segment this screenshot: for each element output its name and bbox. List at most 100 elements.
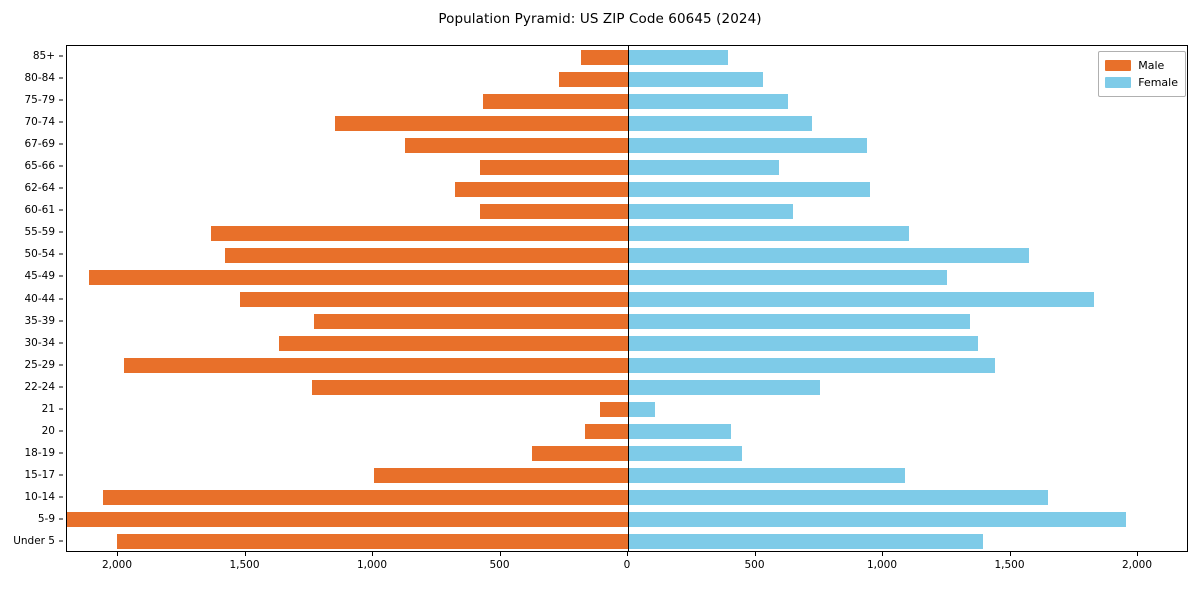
bars-container xyxy=(67,46,1187,551)
bar-male-22-24[interactable] xyxy=(311,380,628,396)
bar-female-18-19[interactable] xyxy=(628,446,743,462)
x-tick-mark xyxy=(882,552,883,556)
y-tick-label-60-61: 60-61 xyxy=(24,204,55,217)
bar-male-40-44[interactable] xyxy=(240,292,628,307)
bar-female-45-49[interactable] xyxy=(628,269,947,285)
x-tick-mark xyxy=(244,552,246,556)
y-tick-mark xyxy=(59,187,63,189)
y-tick-mark xyxy=(59,55,63,57)
bar-male-85+[interactable] xyxy=(580,49,628,65)
bar-male-under-5[interactable] xyxy=(116,534,628,550)
y-tick-label-25-29: 25-29 xyxy=(24,358,55,371)
bar-female-15-17[interactable] xyxy=(628,468,905,484)
bar-male-35-39[interactable] xyxy=(314,314,628,330)
bar-male-80-84[interactable] xyxy=(559,71,628,87)
bar-female-35-39[interactable] xyxy=(628,314,971,330)
y-tick-mark xyxy=(59,253,63,255)
bar-female-under-5[interactable] xyxy=(628,534,984,550)
bar-female-55-59[interactable] xyxy=(628,225,909,241)
bar-male-5-9[interactable] xyxy=(67,512,628,528)
y-tick-mark xyxy=(59,209,63,211)
y-tick-mark xyxy=(59,342,63,344)
bar-female-62-64[interactable] xyxy=(628,181,871,197)
bar-male-70-74[interactable] xyxy=(334,115,628,131)
bar-male-25-29[interactable] xyxy=(124,358,628,374)
y-tick-label-67-69: 67-69 xyxy=(24,138,55,151)
bar-male-21[interactable] xyxy=(600,402,628,418)
plot-area xyxy=(66,45,1188,552)
bar-female-20[interactable] xyxy=(628,424,732,440)
x-tick-label-1: 1,500 xyxy=(229,559,260,571)
y-tick-mark xyxy=(59,121,63,123)
y-tick-label-21: 21 xyxy=(41,402,55,415)
y-tick-mark xyxy=(59,320,63,322)
bar-male-65-66[interactable] xyxy=(480,159,628,175)
y-tick-label-10-14: 10-14 xyxy=(24,490,55,503)
x-tick-mark xyxy=(627,552,628,556)
bar-male-10-14[interactable] xyxy=(102,490,628,506)
bar-female-80-84[interactable] xyxy=(628,71,763,87)
chart-legend: Male Female xyxy=(1098,51,1186,97)
bar-female-30-34[interactable] xyxy=(628,336,978,352)
zero-axis-line xyxy=(628,46,630,551)
bar-male-67-69[interactable] xyxy=(404,137,628,153)
bar-female-75-79[interactable] xyxy=(628,93,788,109)
bar-male-50-54[interactable] xyxy=(225,247,628,263)
y-tick-label-85+: 85+ xyxy=(32,50,55,63)
y-axis-labels: Under 5 5-9 10-14 15-17 18-19 20 21 22-24 25-29 3… xyxy=(0,45,63,552)
y-tick-mark xyxy=(59,474,63,476)
y-tick-mark xyxy=(59,518,63,520)
bar-male-18-19[interactable] xyxy=(532,446,628,462)
bar-female-40-44[interactable] xyxy=(628,292,1094,307)
y-tick-label-70-74: 70-74 xyxy=(24,116,55,129)
y-tick-mark xyxy=(59,99,63,101)
chart-title: Population Pyramid: US ZIP Code 60645 (2… xyxy=(438,11,762,27)
y-tick-mark xyxy=(59,430,63,432)
bar-female-65-66[interactable] xyxy=(628,159,780,175)
x-tick-mark xyxy=(117,552,118,556)
bar-female-60-61[interactable] xyxy=(628,203,794,219)
y-tick-label-20: 20 xyxy=(41,424,55,437)
bar-female-10-14[interactable] xyxy=(628,490,1048,506)
y-tick-label-55-59: 55-59 xyxy=(24,226,55,239)
legend-item-female[interactable]: Female xyxy=(1105,74,1178,91)
y-tick-label-50-54: 50-54 xyxy=(24,248,55,261)
bar-female-67-69[interactable] xyxy=(628,137,868,153)
bar-female-25-29[interactable] xyxy=(628,358,995,374)
y-tick-label-22-24: 22-24 xyxy=(24,380,55,393)
y-tick-mark xyxy=(59,496,63,498)
bar-male-20[interactable] xyxy=(585,424,628,440)
y-tick-label-35-39: 35-39 xyxy=(24,314,55,327)
y-tick-mark xyxy=(59,298,63,299)
y-tick-label-75-79: 75-79 xyxy=(24,94,55,107)
bar-male-55-59[interactable] xyxy=(211,225,628,241)
bar-female-5-9[interactable] xyxy=(628,512,1126,528)
bar-male-30-34[interactable] xyxy=(278,336,628,352)
y-tick-label-under-5: Under 5 xyxy=(13,534,55,547)
y-tick-mark xyxy=(59,540,63,542)
bar-male-15-17[interactable] xyxy=(374,468,628,484)
y-tick-label-40-44: 40-44 xyxy=(24,292,55,305)
bar-female-22-24[interactable] xyxy=(628,380,821,396)
y-tick-mark xyxy=(59,165,63,167)
bar-male-45-49[interactable] xyxy=(88,269,628,285)
bar-female-21[interactable] xyxy=(628,402,655,418)
x-tick-mark xyxy=(754,552,756,556)
bar-female-50-54[interactable] xyxy=(628,247,1029,263)
bar-female-85+[interactable] xyxy=(628,49,729,65)
y-tick-label-80-84: 80-84 xyxy=(24,72,55,85)
bar-male-75-79[interactable] xyxy=(482,93,628,109)
y-tick-mark xyxy=(59,364,63,366)
bar-male-60-61[interactable] xyxy=(480,203,628,219)
y-tick-label-65-66: 65-66 xyxy=(24,160,55,173)
x-tick-label-8: 2,000 xyxy=(1121,559,1153,571)
legend-label-male: Male xyxy=(1138,59,1165,72)
bar-male-62-64[interactable] xyxy=(454,181,628,197)
bar-female-70-74[interactable] xyxy=(628,115,813,131)
x-tick-mark xyxy=(372,552,373,556)
y-tick-label-62-64: 62-64 xyxy=(24,182,55,195)
legend-item-male[interactable]: Male xyxy=(1105,57,1178,74)
x-tick-label-0: 2,000 xyxy=(101,559,133,571)
x-tick-mark xyxy=(1009,552,1011,556)
